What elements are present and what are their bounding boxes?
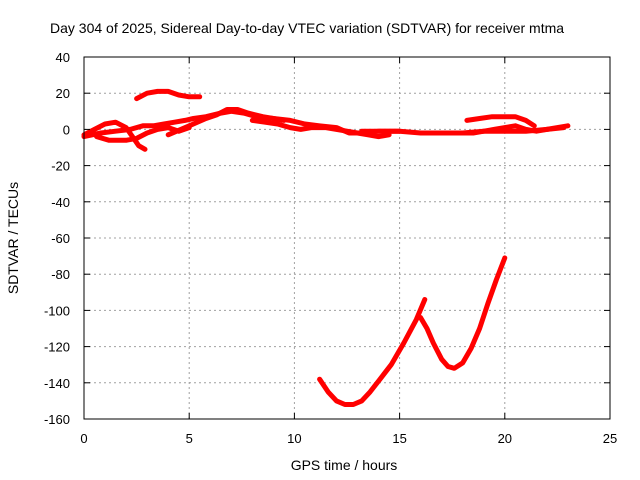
x-tick-label: 25 xyxy=(603,431,617,446)
axis-ticks: 0 5 10 15 20 25 -160 -140 -120 -100 -80 -60 -40 -20 0 2… xyxy=(44,50,617,446)
y-tick-label: -20 xyxy=(51,159,70,174)
y-tick-label: -140 xyxy=(44,376,70,391)
series-arc-6 xyxy=(249,117,392,140)
series-group xyxy=(81,88,571,407)
x-tick-label: 5 xyxy=(186,431,193,446)
series-arc-10 xyxy=(317,297,428,407)
x-tick-label: 20 xyxy=(498,431,512,446)
series-arc-5 xyxy=(165,107,287,138)
grid xyxy=(84,57,610,419)
series-arc-1 xyxy=(81,119,148,152)
series-arc-11 xyxy=(418,255,508,371)
y-tick-label: 0 xyxy=(63,122,70,137)
y-tick-label: -100 xyxy=(44,303,70,318)
y-tick-label: -160 xyxy=(44,412,70,427)
y-tick-label: -80 xyxy=(51,267,70,282)
y-tick-label: -60 xyxy=(51,231,70,246)
x-tick-label: 15 xyxy=(392,431,406,446)
x-axis-label: GPS time / hours xyxy=(291,457,398,473)
y-tick-label: -40 xyxy=(51,195,70,210)
y-tick-label: 40 xyxy=(56,50,70,65)
series-arc-4 xyxy=(134,88,203,102)
series-arc-8 xyxy=(428,123,571,136)
y-tick-label: 20 xyxy=(56,86,70,101)
x-tick-label: 10 xyxy=(287,431,301,446)
y-tick-label: -120 xyxy=(44,340,70,355)
plot-frame xyxy=(83,56,611,420)
chart-title: Day 304 of 2025, Sidereal Day-to-day VTE… xyxy=(50,20,564,36)
x-tick-label: 0 xyxy=(80,431,87,446)
series-arc-9 xyxy=(464,114,537,129)
y-axis-label: SDTVAR / TECUs xyxy=(5,182,21,294)
